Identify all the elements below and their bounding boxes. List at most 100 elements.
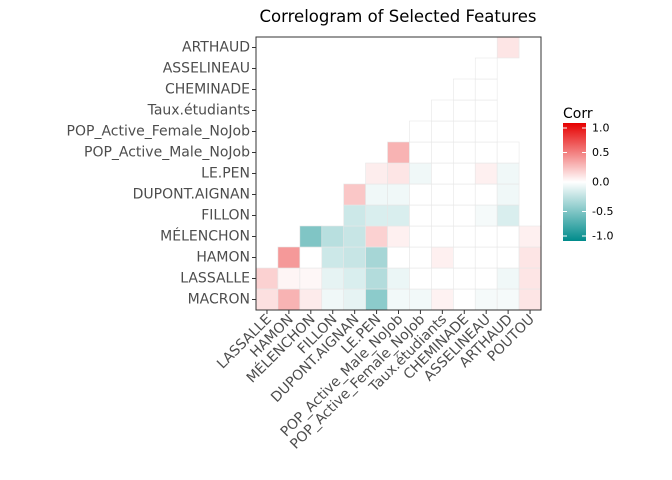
heatmap-cell [277, 288, 301, 311]
heatmap-cell [409, 267, 432, 290]
legend: Corr 1.0 0.5 0.0 -0.5 -1.0 [563, 106, 613, 243]
heatmap-cell [409, 225, 432, 248]
heatmap-cell [343, 204, 366, 227]
heatmap-cell [474, 162, 498, 185]
heatmap-cell [409, 183, 432, 206]
y-tick-label: FILLON [201, 208, 250, 224]
heatmap-cell [409, 204, 432, 227]
heatmap-cell [453, 183, 476, 206]
heatmap-cell [518, 225, 542, 248]
heatmap-cell [387, 183, 410, 206]
legend-title: Corr [563, 106, 593, 122]
heatmap-cell [343, 225, 366, 248]
legend-tick-label: 0.5 [592, 146, 610, 159]
heatmap-cell [496, 141, 520, 164]
heatmap-cell [387, 225, 410, 248]
heatmap-cell [431, 141, 454, 164]
heatmap-cell [474, 267, 498, 290]
heatmap-cell [518, 288, 542, 311]
heatmap-cell [474, 120, 498, 143]
heatmap-cell [496, 288, 520, 311]
heatmap-cell [387, 204, 410, 227]
heatmap-cell [321, 288, 344, 311]
y-tick-label: MACRON [188, 292, 250, 308]
heatmap-cell [453, 267, 476, 290]
heatmap-cell [496, 225, 520, 248]
legend-tick-label: -1.0 [592, 230, 613, 243]
heatmap-cell [409, 162, 432, 185]
heatmap-cell [365, 246, 388, 269]
heatmap-cell [431, 162, 454, 185]
heatmap-cell [453, 78, 476, 101]
heatmap-cell [431, 225, 454, 248]
heatmap-cell [474, 78, 498, 101]
y-axis: MACRON LASSALLE HAMON MÉLENCHON FILLON DUPONT… [67, 40, 256, 308]
heatmap-cell [453, 141, 476, 164]
heatmap-cell [387, 246, 410, 269]
y-tick-label: POP_Active_Female_NoJob [67, 124, 251, 140]
heatmap-cell [365, 267, 388, 290]
heatmap-cell [387, 141, 410, 164]
heatmap-cell [518, 246, 542, 269]
y-tick-label: MÉLENCHON [160, 228, 250, 245]
heatmap-cell [496, 162, 520, 185]
heatmap-cell [496, 183, 520, 206]
y-tick-label: POP_Active_Male_NoJob [84, 145, 250, 161]
heatmap-cell [453, 246, 476, 269]
heatmap-cell [453, 288, 476, 311]
heatmap-cell [343, 267, 366, 290]
heatmap-cell [299, 267, 323, 290]
heatmap-cell [343, 246, 366, 269]
y-tick-label: LE.PEN [201, 166, 250, 182]
heatmap-cell [453, 120, 476, 143]
heatmap-cell [431, 99, 454, 122]
heatmap-cell [496, 204, 520, 227]
legend-ticks: 1.0 0.5 0.0 -0.5 -1.0 [563, 122, 613, 243]
heatmap-cell [365, 288, 388, 311]
y-tick-label: Taux.étudiants [147, 103, 250, 119]
heatmap-cell [474, 204, 498, 227]
heatmap-cell [299, 246, 323, 269]
heatmap-cell [321, 246, 344, 269]
heatmap-cell [474, 246, 498, 269]
heatmap-cell [474, 225, 498, 248]
heatmap-cell [431, 183, 454, 206]
heatmap-cell [255, 288, 279, 311]
y-tick-label: CHEMINADE [165, 82, 250, 98]
heatmap-cell [387, 288, 410, 311]
heatmap-cell [431, 288, 454, 311]
heatmap-cell [518, 267, 542, 290]
heatmap-cell [474, 99, 498, 122]
heatmap-cell [365, 225, 388, 248]
heatmap-cell [277, 246, 301, 269]
heatmap-cells [255, 36, 542, 311]
legend-tick-label: 1.0 [592, 122, 610, 135]
heatmap-cell [431, 204, 454, 227]
heatmap-cell [409, 141, 432, 164]
y-tick-label: DUPONT.AIGNAN [133, 187, 250, 203]
heatmap-cell [431, 246, 454, 269]
heatmap-cell [496, 246, 520, 269]
heatmap-cell [365, 162, 388, 185]
heatmap-cell [474, 288, 498, 311]
heatmap-cell [453, 162, 476, 185]
heatmap-cell [321, 267, 344, 290]
heatmap-cell [299, 288, 323, 311]
y-tick-label: ARTHAUD [182, 40, 250, 56]
heatmap-cell [277, 267, 301, 290]
heatmap-cell [496, 267, 520, 290]
heatmap-cell [321, 225, 344, 248]
y-tick-label: HAMON [196, 250, 250, 266]
heatmap-cell [299, 225, 323, 248]
heatmap-cell [474, 57, 498, 80]
heatmap-cell [409, 246, 432, 269]
heatmap-cell [387, 267, 410, 290]
chart-title: Correlogram of Selected Features [260, 7, 537, 26]
legend-tick-label: -0.5 [592, 205, 613, 218]
heatmap-cell [387, 162, 410, 185]
legend-colorbar [563, 123, 586, 241]
heatmap-cell [474, 141, 498, 164]
heatmap-cell [365, 204, 388, 227]
heatmap-cell [343, 288, 366, 311]
